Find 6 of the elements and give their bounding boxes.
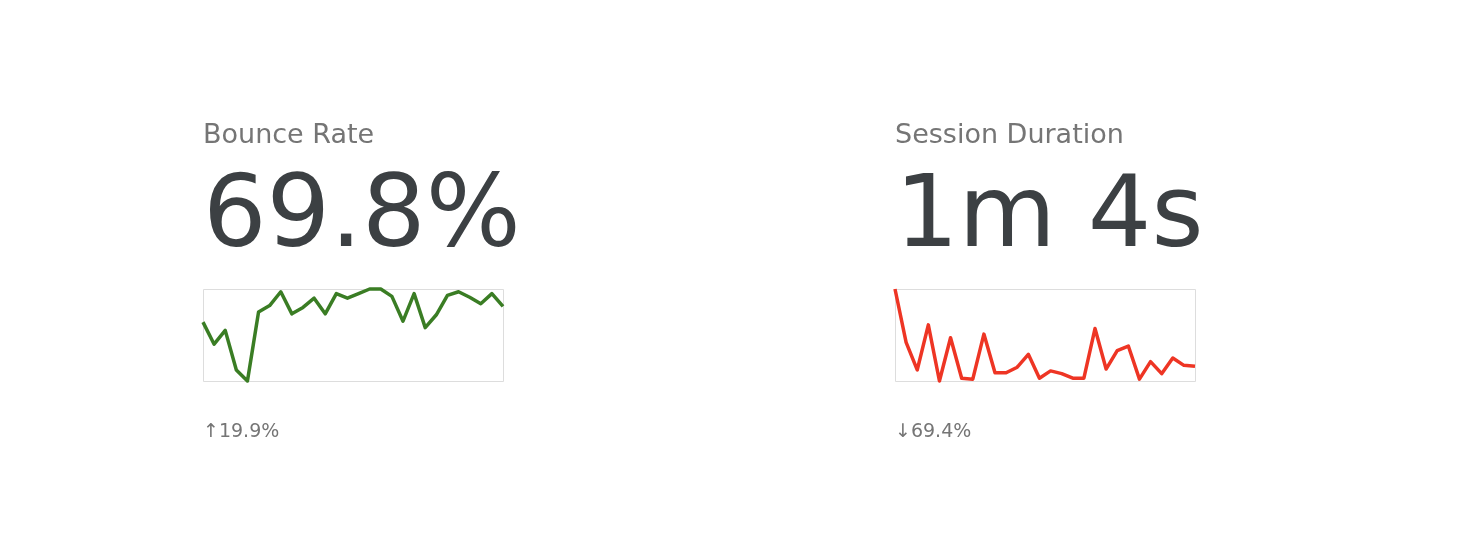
text: ↓69.4% [895, 419, 972, 441]
chart-subtitle: 1m 4s [895, 153, 1204, 271]
chart-subtitle: 69.8% [203, 153, 521, 271]
chart-title: Bounce Rate [203, 118, 375, 150]
chart-title: Session Duration [895, 118, 1124, 150]
text: ↑19.9% [203, 419, 280, 441]
